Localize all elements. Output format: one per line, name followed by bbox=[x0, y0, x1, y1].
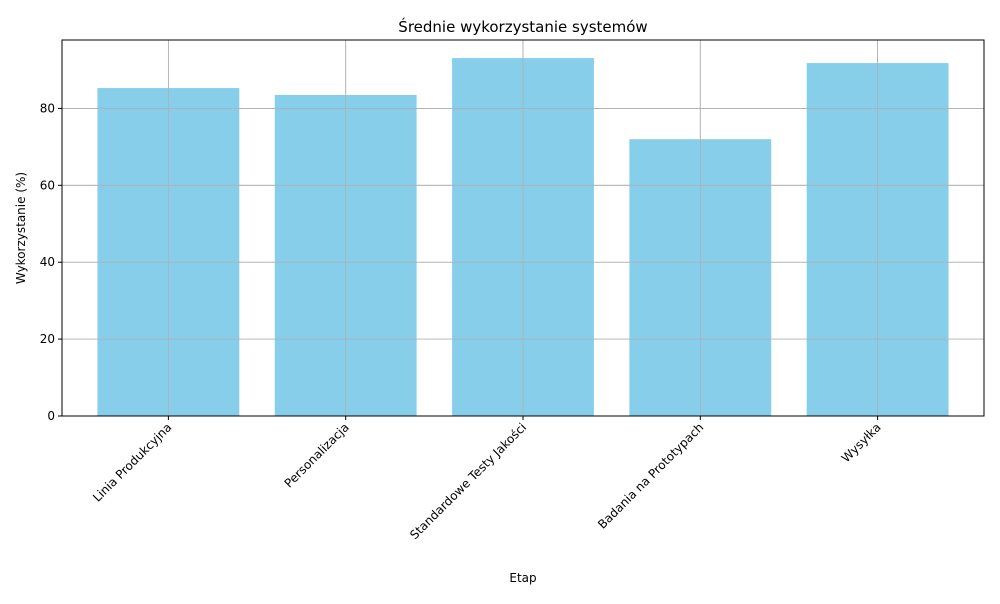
x-tick-label: Linia Produkcyjna bbox=[90, 420, 174, 504]
x-tick-label: Personalizacja bbox=[282, 420, 352, 490]
x-axis: Linia Produkcyjna Personalizacja Standardo… bbox=[90, 416, 884, 542]
grid-overlay bbox=[62, 40, 984, 417]
y-tick-label: 20 bbox=[40, 332, 55, 346]
x-tick-label: Badania na Prototypach bbox=[595, 420, 706, 531]
y-tick-label: 60 bbox=[40, 178, 55, 192]
y-axis: 0 20 40 60 80 bbox=[40, 101, 62, 423]
y-tick-label: 80 bbox=[40, 101, 55, 115]
y-tick-label: 40 bbox=[40, 255, 55, 269]
chart-title: Średnie wykorzystanie systemów bbox=[398, 17, 647, 36]
y-axis-label: Wykorzystanie (%) bbox=[14, 172, 28, 284]
x-tick-label: Wysyłka bbox=[839, 420, 884, 465]
x-tick-label: Standardowe Testy Jakości bbox=[407, 420, 529, 542]
x-axis-label: Etap bbox=[509, 571, 536, 585]
y-tick-label: 0 bbox=[47, 409, 55, 423]
